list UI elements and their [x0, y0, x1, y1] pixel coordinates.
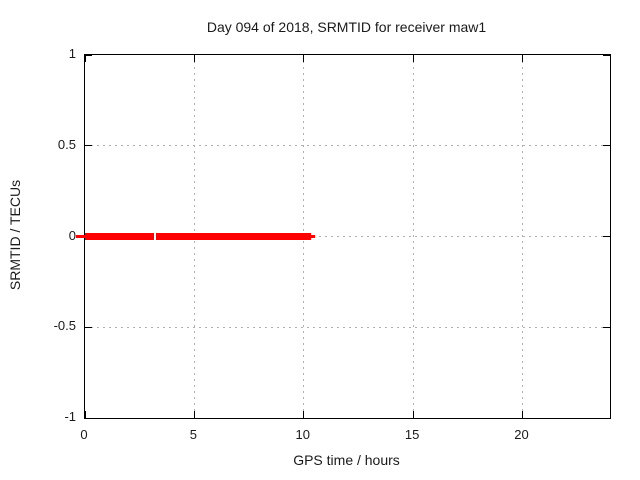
x-tick-mark [84, 411, 86, 418]
chart-title: Day 094 of 2018, SRMTID for receiver maw… [206, 19, 487, 35]
y-tick-label: 0 [68, 227, 76, 243]
y-tick-mark [603, 54, 610, 56]
gridline-horizontal [85, 326, 610, 328]
x-axis-label: GPS time / hours [293, 452, 400, 468]
gridline-vertical [412, 55, 414, 418]
y-tick-mark [85, 326, 92, 328]
x-tick-mark [193, 55, 195, 62]
series-line-segment [155, 233, 311, 240]
x-tick-mark [84, 55, 86, 62]
y-tick-label: -0.5 [53, 318, 76, 334]
y-tick-mark [603, 326, 610, 328]
y-tick-mark [603, 236, 610, 237]
series-line-segment [85, 233, 154, 240]
x-tick-label: 20 [514, 427, 529, 442]
y-tick-mark [603, 145, 610, 147]
x-tick-label: 15 [404, 427, 420, 442]
series-line-segment [310, 235, 315, 238]
x-tick-mark [303, 55, 305, 62]
series-line-segment [76, 235, 85, 238]
y-tick-mark [85, 417, 92, 419]
x-tick-mark [412, 55, 414, 62]
x-tick-mark [522, 411, 523, 418]
y-tick-label: 1 [68, 46, 76, 61]
x-tick-label: 0 [80, 427, 88, 442]
gridline-horizontal [85, 145, 610, 147]
y-tick-mark [85, 54, 92, 56]
y-tick-mark [85, 145, 92, 147]
x-tick-label: 10 [295, 427, 310, 442]
gridline-horizontal [85, 236, 610, 237]
x-tick-mark [412, 411, 414, 418]
gridline-vertical [522, 55, 523, 418]
y-axis-label: SRMTID / TECUs [7, 179, 23, 291]
x-tick-mark [303, 411, 305, 418]
x-tick-mark [522, 55, 523, 62]
y-tick-label: -1 [64, 409, 76, 424]
y-tick-mark [603, 417, 610, 419]
y-tick-label: 0.5 [57, 136, 76, 152]
x-tick-label: 5 [189, 427, 197, 442]
plot-area [76, 54, 611, 419]
x-tick-mark [193, 411, 195, 418]
